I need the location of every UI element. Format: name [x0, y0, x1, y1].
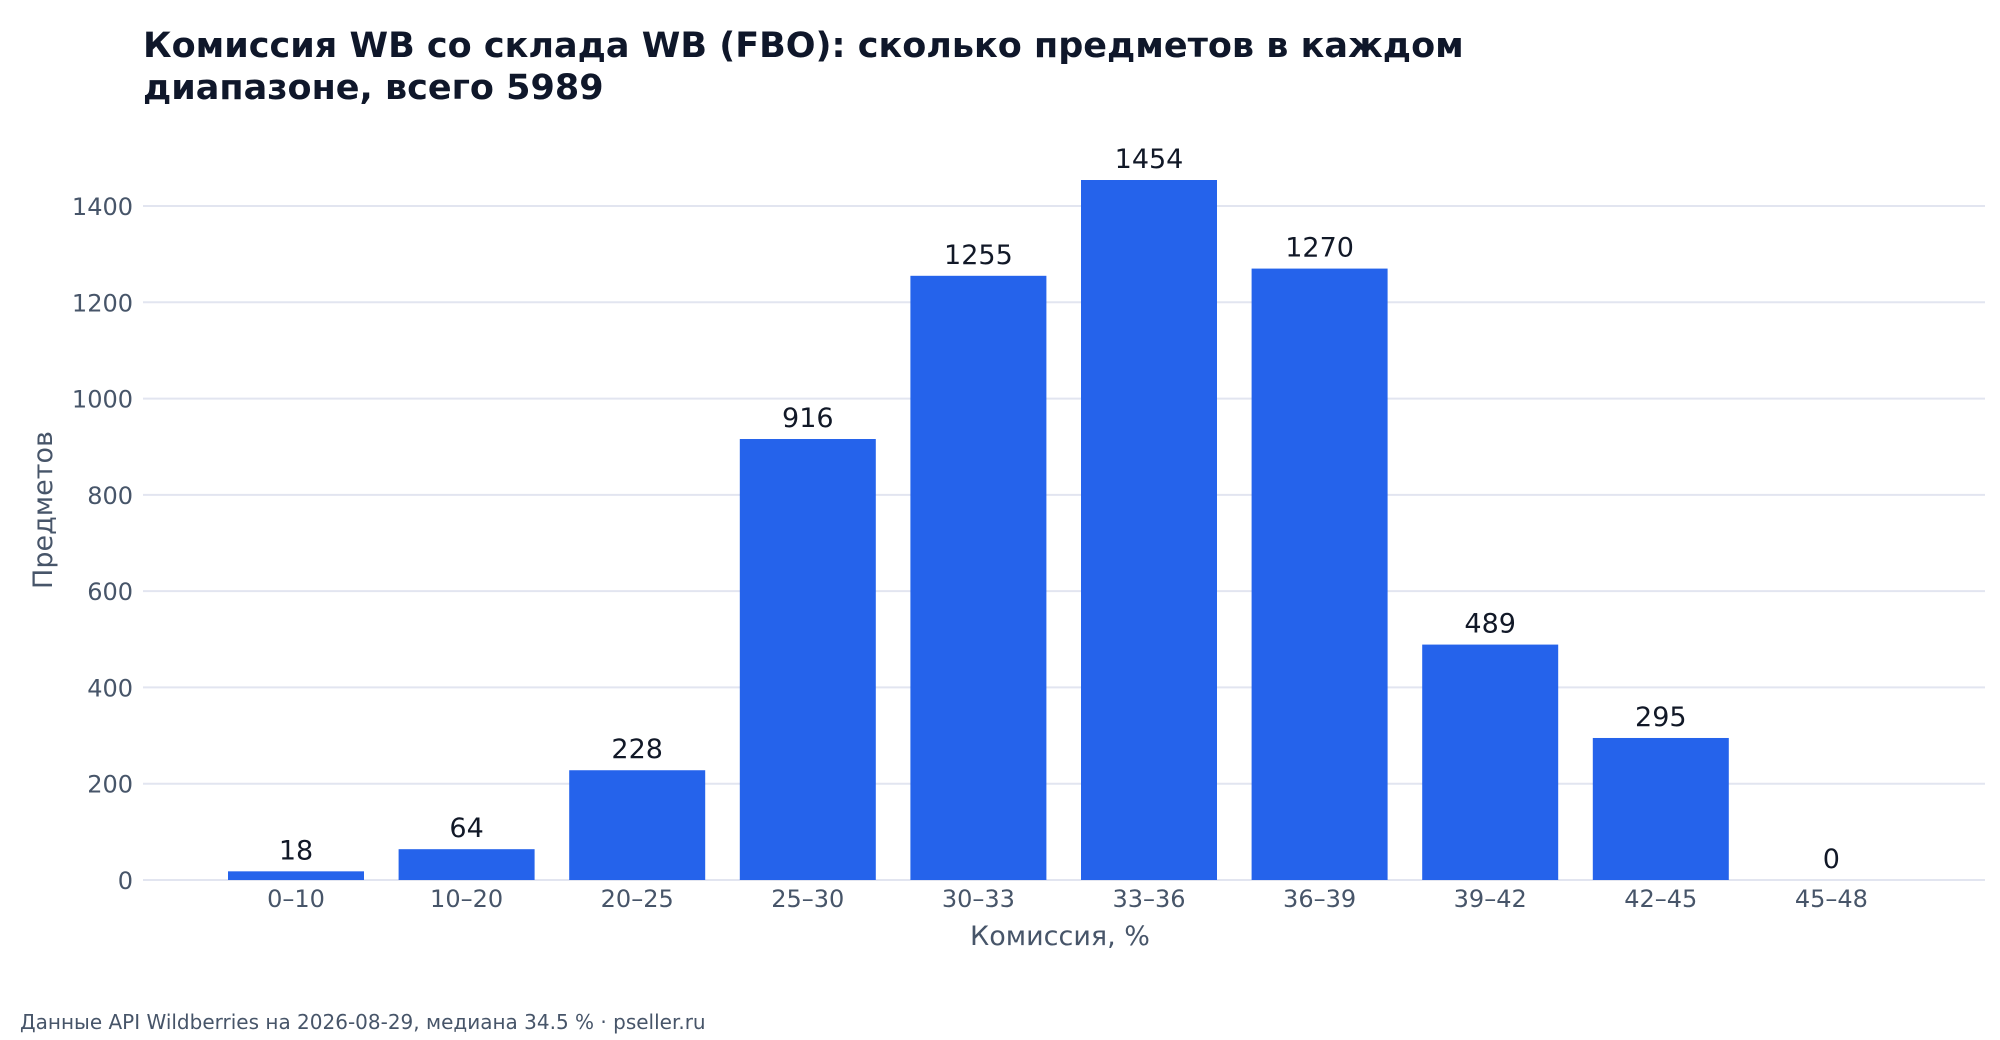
- bar: [1251, 268, 1388, 881]
- bar: [1422, 644, 1559, 880]
- bar-value-label: 295: [1635, 702, 1687, 733]
- y-tick-label: 600: [87, 578, 133, 606]
- y-tick-label: 1000: [72, 386, 133, 414]
- bar-value-label: 1255: [944, 240, 1013, 271]
- footer-source-note: Данные API Wildberries на 2026-08-29, ме…: [20, 1010, 706, 1034]
- y-tick-label: 0: [118, 867, 133, 895]
- bar: [398, 849, 535, 880]
- y-axis-ticks: 0 200 400 600 800 1000 1200 1400: [72, 193, 133, 895]
- bar-value-labels: 18 64 228 916 1255 1454 1270 489 295 0: [279, 144, 1840, 875]
- x-tick-label: 20–25: [601, 885, 674, 913]
- y-axis-label: Предметов: [28, 431, 59, 589]
- x-tick-label: 42–45: [1624, 885, 1697, 913]
- bar-value-label: 1270: [1285, 233, 1354, 264]
- chart-title: Комиссия WB со склада WB (FBO): сколько …: [143, 26, 1464, 108]
- y-tick-label: 800: [87, 482, 133, 510]
- bar-value-label: 1454: [1115, 144, 1184, 175]
- y-tick-label: 400: [87, 674, 133, 702]
- bar: [228, 871, 364, 880]
- bar-value-label: 916: [782, 403, 834, 434]
- x-tick-label: 33–36: [1112, 885, 1185, 913]
- x-axis-label: Комиссия, %: [970, 921, 1150, 952]
- bar: [1081, 180, 1217, 880]
- y-tick-label: 1400: [72, 193, 133, 221]
- bar-value-label: 0: [1823, 844, 1840, 875]
- bar-value-label: 64: [449, 813, 483, 844]
- bar: [569, 770, 706, 880]
- y-tick-label: 1200: [72, 289, 133, 317]
- x-tick-label: 39–42: [1454, 885, 1527, 913]
- x-axis-ticks: 0–10 10–20 20–25 25–30 30–33 33–36 36–39 39–42 4…: [267, 885, 1868, 913]
- bar-chart: 18 64 228 916 1255 1454 1270 489 295 0 0 200 400 600…: [28, 144, 1985, 952]
- bar-value-label: 489: [1464, 609, 1516, 640]
- x-tick-label: 0–10: [267, 885, 325, 913]
- y-tick-label: 200: [87, 771, 133, 799]
- bar: [910, 275, 1047, 880]
- bar-value-label: 18: [279, 835, 313, 866]
- x-tick-label: 36–39: [1283, 885, 1356, 913]
- gridlines: [143, 205, 1985, 881]
- x-tick-label: 25–30: [771, 885, 844, 913]
- x-tick-label: 30–33: [942, 885, 1015, 913]
- x-tick-label: 10–20: [430, 885, 503, 913]
- x-tick-label: 45–48: [1795, 885, 1868, 913]
- bar-value-label: 228: [611, 734, 663, 765]
- bar: [1592, 737, 1729, 880]
- bars: [228, 180, 1729, 881]
- bar: [739, 439, 876, 880]
